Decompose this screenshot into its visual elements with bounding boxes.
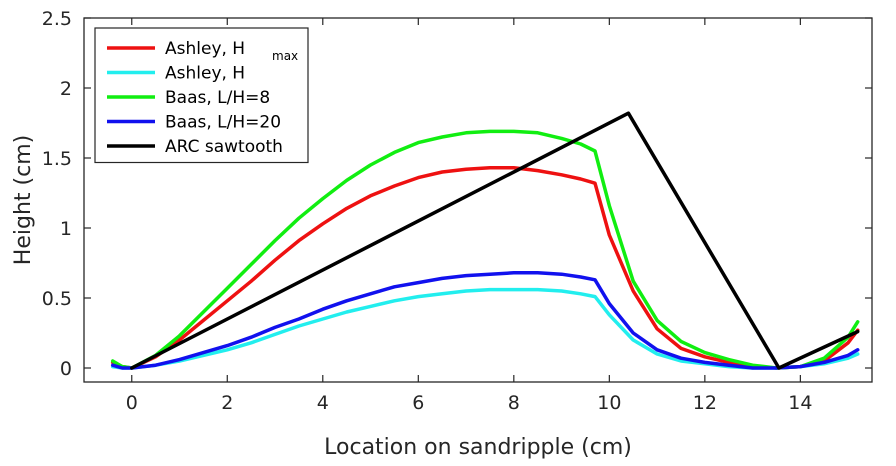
series-line-2 bbox=[110, 129, 860, 370]
y-tick-label: 2.5 bbox=[42, 8, 72, 30]
x-axis-label: Location on sandripple (cm) bbox=[324, 435, 632, 460]
legend-label-1: Ashley, H bbox=[165, 64, 245, 84]
y-tick-label: 1 bbox=[60, 218, 72, 240]
legend-label-subscript: max bbox=[272, 49, 298, 63]
legend-label-3: Baas, L/H=20 bbox=[165, 113, 281, 133]
y-tick-label: 0.5 bbox=[42, 288, 72, 310]
x-tick-label: 0 bbox=[126, 392, 138, 414]
x-tick-label: 4 bbox=[317, 392, 329, 414]
x-tick-label: 14 bbox=[788, 392, 812, 414]
series-line-0 bbox=[110, 166, 860, 370]
x-tick-label: 2 bbox=[221, 392, 233, 414]
y-tick-label: 1.5 bbox=[42, 148, 72, 170]
legend: Ashley, H max Ashley, H Baas, L/H=8 Baas, L/… bbox=[94, 27, 309, 164]
y-axis-label: Height (cm) bbox=[11, 135, 36, 265]
x-tick-label: 10 bbox=[597, 392, 621, 414]
legend-label-4: ARC sawtooth bbox=[165, 137, 283, 157]
series-layer bbox=[110, 111, 860, 370]
series-line-4 bbox=[130, 111, 860, 370]
legend-label-2: Baas, L/H=8 bbox=[165, 88, 270, 108]
x-tick-label: 8 bbox=[508, 392, 520, 414]
ticks-layer: 0 2 4 6 8 10 12 14 0 0.5 1 1.5 2 2.5 bbox=[42, 8, 872, 414]
legend-label-0: Ashley, H bbox=[165, 39, 245, 59]
series-line-3 bbox=[110, 271, 860, 370]
x-tick-label: 12 bbox=[693, 392, 717, 414]
y-tick-label: 2 bbox=[60, 78, 72, 100]
y-tick-label: 0 bbox=[60, 358, 72, 380]
x-tick-label: 6 bbox=[412, 392, 424, 414]
axes-box bbox=[83, 17, 873, 383]
